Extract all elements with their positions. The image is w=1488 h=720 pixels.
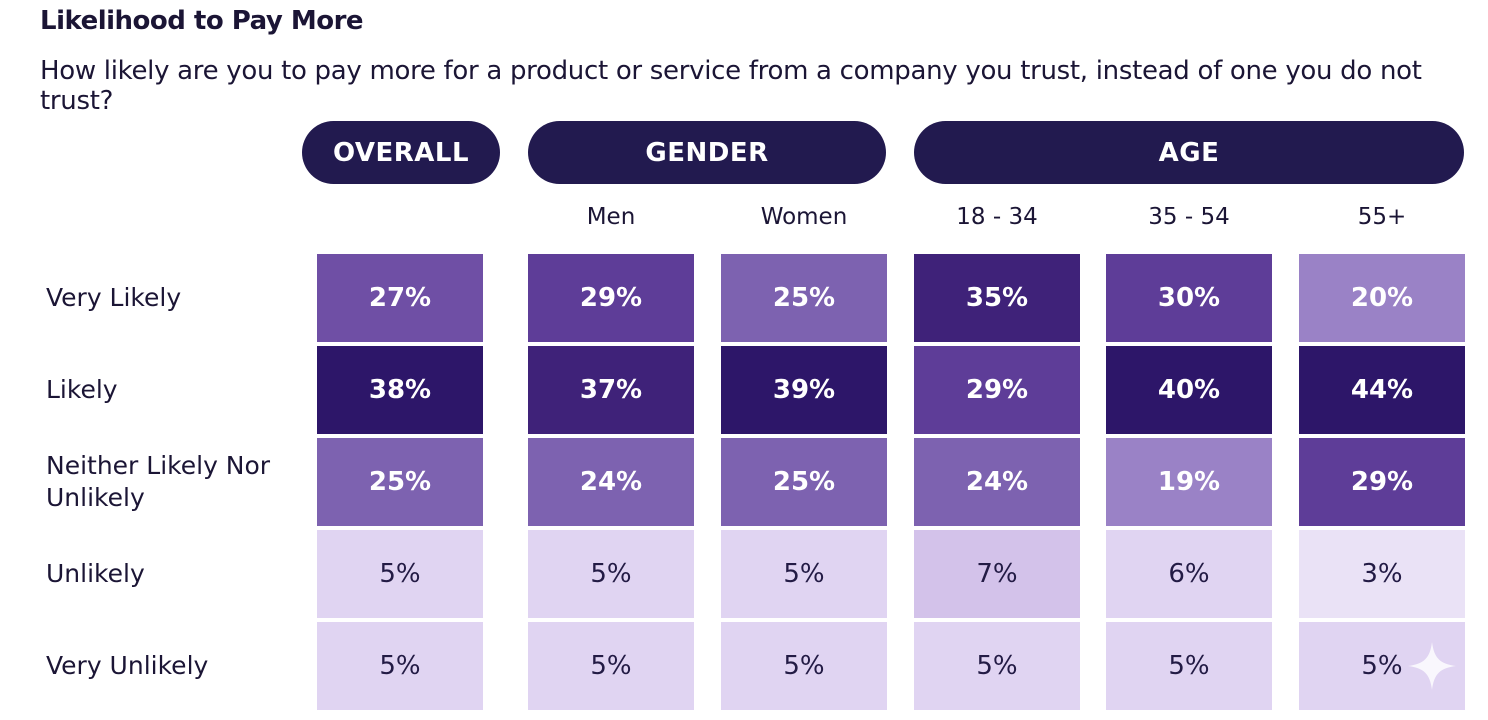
heatmap-cell: 20% xyxy=(1299,254,1465,342)
row-label: Very Unlikely xyxy=(46,651,209,680)
chart-title: Likelihood to Pay More xyxy=(40,6,364,36)
heatmap-cell: 30% xyxy=(1106,254,1272,342)
heatmap-cell: 25% xyxy=(317,438,483,526)
heatmap-cell: 40% xyxy=(1106,346,1272,434)
heatmap-cell: 5% xyxy=(1106,622,1272,710)
column-label: Men xyxy=(586,204,636,230)
row-label: Unlikely xyxy=(46,559,145,588)
heatmap-cell: 35% xyxy=(914,254,1080,342)
column-label: Women xyxy=(760,204,848,230)
heatmap-cell: 5% xyxy=(317,530,483,618)
heatmap-cell: 3% xyxy=(1299,530,1465,618)
heatmap-cell: 19% xyxy=(1106,438,1272,526)
heatmap-cell: 24% xyxy=(528,438,694,526)
heatmap-cell: 39% xyxy=(721,346,887,434)
column-label: 35 - 54 xyxy=(1148,204,1230,230)
heatmap-cell: 5% xyxy=(721,530,887,618)
heatmap-cell: 37% xyxy=(528,346,694,434)
row-label: Likely xyxy=(46,375,118,404)
heatmap-cell: 44% xyxy=(1299,346,1465,434)
heatmap-cell: 25% xyxy=(721,254,887,342)
heatmap-cell: 5% xyxy=(528,530,694,618)
heatmap-cell: 25% xyxy=(721,438,887,526)
group-header-overall: OVERALL xyxy=(302,121,500,184)
heatmap-cell: 5% xyxy=(317,622,483,710)
heatmap-cell: 7% xyxy=(914,530,1080,618)
heatmap-cell: 6% xyxy=(1106,530,1272,618)
group-header-age: AGE xyxy=(914,121,1464,184)
heatmap-cell: 5% xyxy=(528,622,694,710)
chart-subtitle: How likely are you to pay more for a pro… xyxy=(40,56,1422,116)
heatmap-cell: 5% xyxy=(914,622,1080,710)
heatmap-cell: 29% xyxy=(1299,438,1465,526)
group-header-gender: GENDER xyxy=(528,121,886,184)
heatmap-cell: 29% xyxy=(914,346,1080,434)
sparkle-icon xyxy=(1408,642,1456,690)
heatmap-cell: 5% xyxy=(721,622,887,710)
heatmap-cell: 27% xyxy=(317,254,483,342)
heatmap-cell: 38% xyxy=(317,346,483,434)
column-label: 18 - 34 xyxy=(956,204,1038,230)
row-label: Neither Likely Nor Unlikely xyxy=(46,451,271,512)
column-label: 55+ xyxy=(1357,204,1407,230)
heatmap-cell: 29% xyxy=(528,254,694,342)
heatmap-cell: 24% xyxy=(914,438,1080,526)
row-label: Very Likely xyxy=(46,283,182,312)
